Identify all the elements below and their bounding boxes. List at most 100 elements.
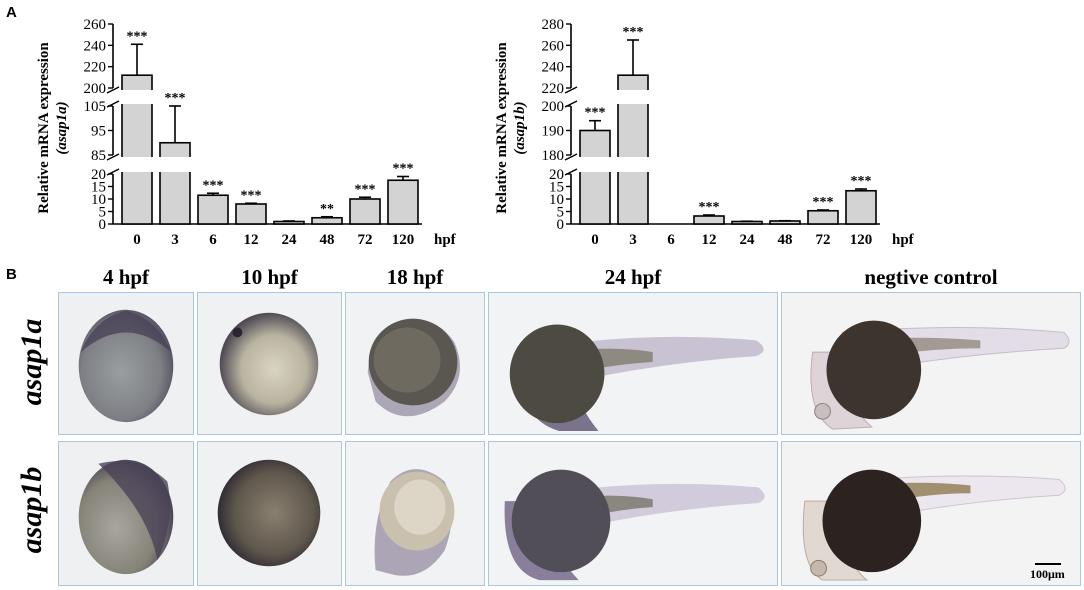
- stage-label-18hpf: 18 hpf: [386, 265, 444, 289]
- bar-break-gap: [616, 157, 650, 172]
- bar: [197, 194, 229, 225]
- y-tick-label: 260: [84, 17, 107, 33]
- scale-bar-line: [1035, 563, 1061, 565]
- y-tick-label: 20: [91, 167, 106, 183]
- y-tick-label: 0: [99, 217, 107, 233]
- y-tick-label: 5: [99, 205, 107, 221]
- y-tick-label: 95: [91, 124, 106, 140]
- y-axis-label-gene: (asap1a): [54, 101, 70, 154]
- y-tick-label: 200: [84, 81, 107, 97]
- image-asap1b-4hpf: [58, 441, 194, 586]
- image-asap1b-18hpf: [345, 441, 485, 586]
- axis-break-mark: [564, 153, 578, 161]
- x-tick-label: 72: [358, 232, 373, 248]
- y-tick-label: 240: [542, 60, 565, 76]
- axis-break-mark: [564, 100, 578, 108]
- x-tick-label: 0: [133, 232, 141, 248]
- bar: [693, 215, 725, 225]
- y-tick-label: 280: [542, 17, 565, 33]
- x-tick-label: 12: [244, 232, 259, 248]
- significance-label: ***: [355, 182, 376, 197]
- bar-break-gap: [120, 157, 154, 172]
- significance-label: ***: [623, 25, 644, 40]
- stage-label-24hpf: 24 hpf: [604, 265, 662, 289]
- x-tick-label: 6: [209, 232, 217, 248]
- y-tick-label: 220: [84, 60, 107, 76]
- stage-label-negative-control: negtive control: [864, 265, 998, 289]
- x-axis-unit: hpf: [434, 232, 457, 248]
- panel-label-b: B: [6, 266, 17, 283]
- row-label-asap1b: asap1b: [15, 466, 48, 554]
- significance-label: ***: [699, 200, 720, 215]
- significance-label: ***: [127, 29, 148, 44]
- chart-asap1a: 051015208595105200220240260***0***3***6*…: [36, 17, 457, 248]
- axis-break-mark: [564, 168, 578, 176]
- bar-break-gap: [578, 157, 612, 172]
- y-tick-label: 15: [549, 180, 564, 196]
- y-tick-label: 0: [557, 217, 565, 233]
- bar: [235, 203, 267, 225]
- x-tick-label: 6: [667, 232, 675, 248]
- y-tick-label: 15: [91, 180, 106, 196]
- x-tick-label: 48: [320, 232, 335, 248]
- x-tick-label: 0: [591, 232, 599, 248]
- y-tick-label: 180: [542, 148, 565, 164]
- x-tick-label: 3: [629, 232, 637, 248]
- image-asap1a-negative-control: [781, 292, 1081, 435]
- axis-break-mark: [106, 153, 120, 161]
- bar: [349, 198, 381, 225]
- significance-label: ***: [585, 106, 606, 121]
- y-axis-label: Relative mRNA expression: [494, 42, 510, 214]
- y-tick-label: 10: [549, 192, 564, 208]
- x-tick-label: 24: [740, 232, 756, 248]
- axis-break-mark: [564, 86, 578, 94]
- x-tick-label: 120: [850, 232, 873, 248]
- significance-label: ***: [813, 195, 834, 210]
- bar: [273, 220, 305, 225]
- y-tick-label: 200: [542, 99, 565, 115]
- image-asap1b-10hpf: [197, 441, 342, 586]
- y-tick-label: 20: [549, 167, 564, 183]
- y-axis-label-gene: (asap1b): [512, 101, 528, 154]
- axis-break-mark: [106, 168, 120, 176]
- y-axis-label: Relative mRNA expression: [36, 42, 52, 214]
- image-asap1a-18hpf: [345, 292, 485, 435]
- significance-label: ***: [241, 188, 262, 203]
- bar: [579, 129, 611, 225]
- bar: [311, 216, 343, 225]
- image-asap1b-negative-control: [781, 441, 1081, 586]
- significance-label: ***: [203, 178, 224, 193]
- x-axis-unit: hpf: [892, 232, 915, 248]
- x-tick-label: 3: [171, 232, 179, 248]
- bar: [159, 141, 191, 225]
- axis-break-mark: [106, 86, 120, 94]
- bar-break-gap: [158, 157, 192, 172]
- x-tick-label: 12: [702, 232, 717, 248]
- bar: [807, 209, 839, 225]
- x-tick-label: 72: [816, 232, 831, 248]
- significance-label: **: [320, 202, 334, 217]
- y-tick-label: 190: [542, 124, 565, 140]
- y-tick-label: 240: [84, 38, 107, 54]
- y-tick-label: 10: [91, 192, 106, 208]
- image-asap1a-4hpf: [58, 292, 194, 435]
- image-asap1a-10hpf: [197, 292, 342, 435]
- y-tick-label: 85: [91, 148, 106, 164]
- image-asap1b-24hpf: [488, 441, 778, 586]
- significance-label: ***: [851, 174, 872, 189]
- bar-break-gap: [616, 90, 650, 104]
- y-tick-label: 5: [557, 205, 565, 221]
- x-tick-label: 48: [778, 232, 793, 248]
- stage-label-10hpf: 10 hpf: [241, 265, 298, 289]
- bar-break-gap: [120, 90, 154, 104]
- y-tick-label: 105: [84, 99, 107, 115]
- bar: [387, 179, 419, 225]
- y-tick-label: 220: [542, 81, 565, 97]
- axis-break-mark: [106, 100, 120, 108]
- row-label-asap1a: asap1a: [15, 318, 48, 406]
- scale-bar-label: 100μm: [1030, 567, 1065, 581]
- x-tick-label: 24: [282, 232, 298, 248]
- panel-label-a: A: [6, 4, 17, 21]
- chart-asap1b: 05101520180190200220240260280***0***3***…: [494, 17, 915, 248]
- y-tick-label: 260: [542, 38, 565, 54]
